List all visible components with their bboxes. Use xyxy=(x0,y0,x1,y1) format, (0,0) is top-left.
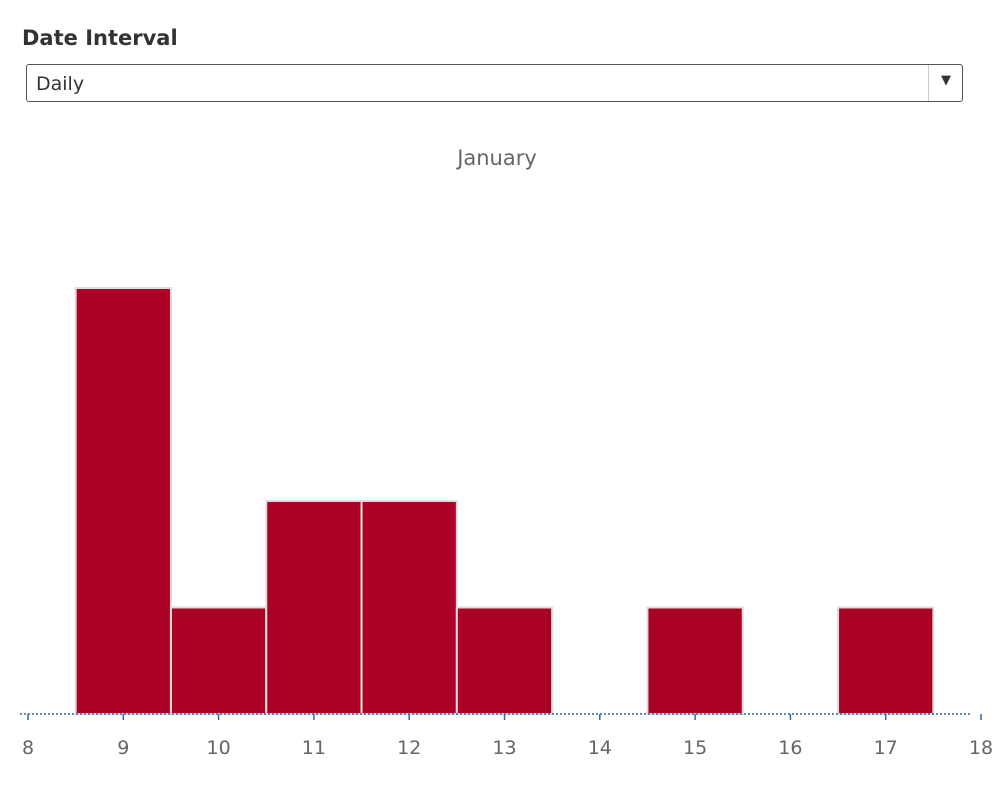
bar-12[interactable] xyxy=(360,500,458,715)
x-tick-label-13: 13 xyxy=(492,737,516,759)
x-axis xyxy=(20,713,982,720)
chevron-down-icon[interactable]: ▼ xyxy=(941,73,951,88)
x-tick-label-16: 16 xyxy=(778,737,802,759)
bars-group xyxy=(74,287,935,715)
x-tick-label-10: 10 xyxy=(207,737,231,759)
bar-17[interactable] xyxy=(837,606,935,715)
x-tick-label-8: 8 xyxy=(22,737,34,759)
x-tick-label-17: 17 xyxy=(874,737,898,759)
bar-11[interactable] xyxy=(265,500,363,715)
x-tick-labels: 8 9 10 11 12 13 14 15 16 17 18 xyxy=(22,737,993,759)
x-tick-label-9: 9 xyxy=(117,737,129,759)
filter-title: Date Interval xyxy=(22,26,178,50)
dropdown-selected-value: Daily xyxy=(36,73,85,95)
bar-10[interactable] xyxy=(169,606,268,715)
bar-9[interactable] xyxy=(74,287,172,715)
bar-15[interactable] xyxy=(646,606,744,715)
x-tick-label-14: 14 xyxy=(588,737,612,759)
date-interval-dropdown[interactable]: Daily ▼ xyxy=(26,64,963,102)
dropdown-divider xyxy=(928,65,929,101)
x-tick-label-11: 11 xyxy=(302,737,326,759)
chart-title: January xyxy=(457,146,537,170)
x-tick-label-12: 12 xyxy=(397,737,421,759)
x-tick-label-18: 18 xyxy=(969,737,993,759)
x-tick-label-15: 15 xyxy=(683,737,707,759)
bar-13[interactable] xyxy=(455,606,554,715)
